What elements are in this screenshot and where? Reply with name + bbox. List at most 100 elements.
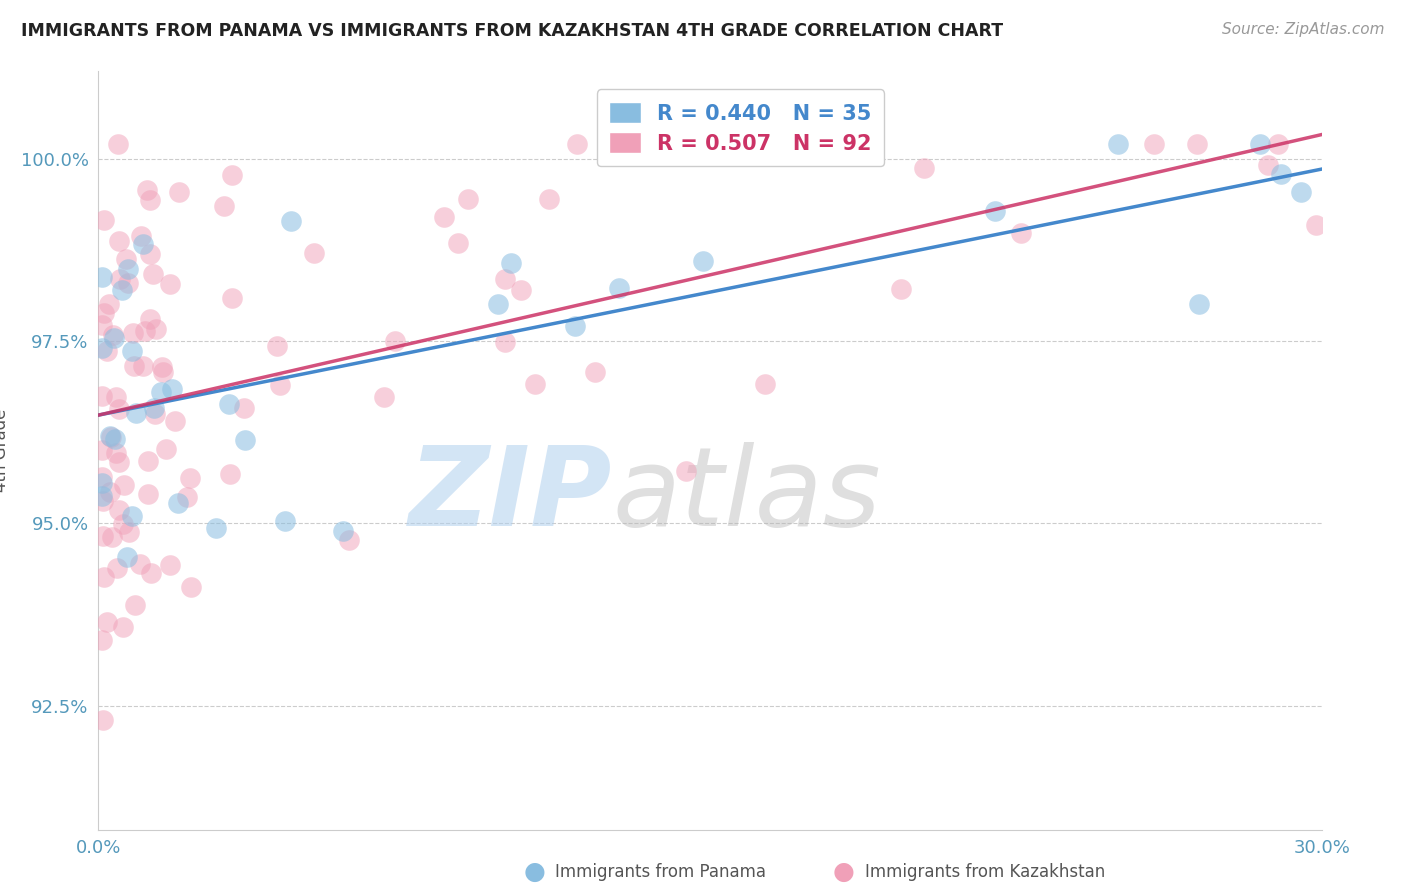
Point xyxy=(1305,218,1327,232)
Point xyxy=(233,401,256,415)
Point xyxy=(304,246,326,260)
Point xyxy=(134,324,156,338)
Point xyxy=(754,377,776,392)
Point xyxy=(107,234,129,248)
Point xyxy=(98,429,121,443)
Point xyxy=(167,185,190,199)
Point xyxy=(122,359,145,373)
Point xyxy=(124,598,146,612)
Point xyxy=(274,514,297,528)
Point xyxy=(112,620,135,634)
Point xyxy=(269,377,291,392)
Point xyxy=(1143,137,1166,152)
Point xyxy=(107,455,129,469)
Point xyxy=(523,377,546,392)
Point xyxy=(93,570,115,584)
Point xyxy=(107,503,129,517)
Point xyxy=(150,359,173,374)
Point xyxy=(115,252,138,266)
Point xyxy=(128,558,150,572)
Point xyxy=(91,318,114,332)
Point xyxy=(91,341,114,355)
Point xyxy=(129,229,152,244)
Point xyxy=(104,432,127,446)
Point xyxy=(1291,185,1313,199)
Point xyxy=(105,390,128,404)
Point xyxy=(1257,158,1279,172)
Point xyxy=(501,256,523,270)
Point xyxy=(117,276,139,290)
Text: ZIP: ZIP xyxy=(409,442,612,549)
Point xyxy=(167,496,190,510)
Text: IMMIGRANTS FROM PANAMA VS IMMIGRANTS FROM KAZAKHSTAN 4TH GRADE CORRELATION CHART: IMMIGRANTS FROM PANAMA VS IMMIGRANTS FRO… xyxy=(21,22,1004,40)
Point xyxy=(373,390,395,404)
Point xyxy=(692,254,714,268)
Point xyxy=(136,454,159,468)
Point xyxy=(91,442,114,457)
Point xyxy=(486,297,509,311)
Point xyxy=(212,199,235,213)
Point xyxy=(145,322,167,336)
Point xyxy=(494,335,516,350)
Point xyxy=(136,487,159,501)
Point xyxy=(108,402,131,417)
Point xyxy=(139,193,162,207)
Point xyxy=(1188,296,1211,310)
Point xyxy=(122,326,145,341)
Point xyxy=(105,561,128,575)
Point xyxy=(139,566,162,580)
Point xyxy=(139,312,162,326)
Point xyxy=(221,169,243,183)
Point xyxy=(142,267,165,281)
Point xyxy=(143,408,166,422)
Point xyxy=(457,193,479,207)
Point xyxy=(112,478,135,492)
Point xyxy=(162,383,184,397)
Point xyxy=(91,632,114,647)
Point xyxy=(91,714,114,728)
Point xyxy=(91,489,114,503)
Point xyxy=(131,359,153,373)
Point xyxy=(266,338,288,352)
Point xyxy=(1010,226,1032,240)
Point xyxy=(510,284,533,298)
Point xyxy=(118,525,141,540)
Point xyxy=(91,269,114,284)
Point xyxy=(96,344,118,359)
Point xyxy=(607,281,630,295)
Point xyxy=(494,272,516,286)
Point xyxy=(121,343,143,358)
Point xyxy=(675,465,697,479)
Point xyxy=(117,262,139,277)
Text: Source: ZipAtlas.com: Source: ZipAtlas.com xyxy=(1222,22,1385,37)
Point xyxy=(820,137,842,152)
Point xyxy=(585,365,607,379)
Point xyxy=(91,493,114,508)
Point xyxy=(132,237,155,252)
Point xyxy=(537,192,560,206)
Point xyxy=(221,291,243,305)
Point xyxy=(218,397,240,411)
Point xyxy=(159,277,181,291)
Point xyxy=(1270,167,1292,181)
Point xyxy=(176,490,198,504)
Point xyxy=(912,161,935,176)
Point xyxy=(205,521,228,535)
Y-axis label: 4th Grade: 4th Grade xyxy=(0,409,10,492)
Point xyxy=(101,530,124,544)
Point xyxy=(115,549,138,564)
Text: atlas: atlas xyxy=(612,442,880,549)
Point xyxy=(890,282,912,296)
Point xyxy=(163,414,186,428)
Point xyxy=(98,485,121,500)
Point xyxy=(93,306,115,320)
Point xyxy=(107,137,129,152)
Point xyxy=(159,558,181,572)
Point xyxy=(111,283,134,297)
Point xyxy=(103,331,125,345)
Point xyxy=(1267,137,1289,152)
Point xyxy=(565,137,588,152)
Point xyxy=(121,508,143,523)
Point xyxy=(179,471,201,485)
Point xyxy=(150,385,173,400)
